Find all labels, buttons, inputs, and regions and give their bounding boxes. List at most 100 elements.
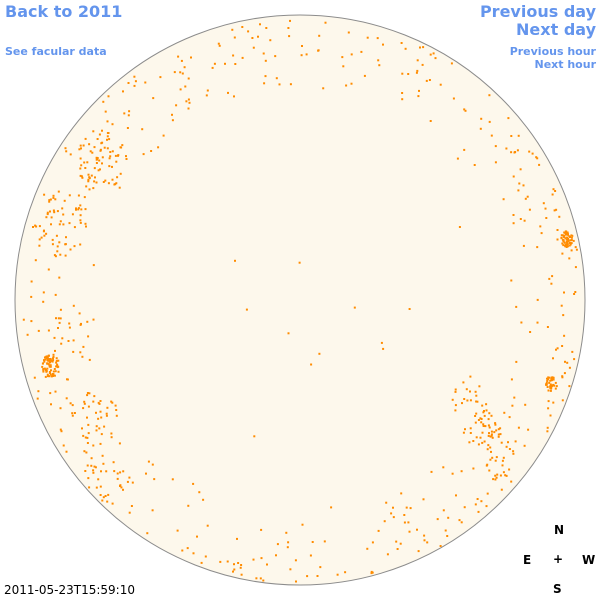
facula-speck [505,445,508,448]
facula-speck [512,450,515,453]
previous-hour-link[interactable]: Previous hour [509,45,596,58]
facula-speck [495,476,498,479]
facula-speck [350,53,353,56]
facula-speck [81,355,84,358]
facula-speck [486,463,489,466]
facula-speck [110,400,113,403]
facula-speck [26,333,29,336]
facula-speck [561,375,564,378]
facula-speck [97,478,100,481]
facula-speck [99,442,102,445]
facula-speck [52,357,54,360]
facula-speck [99,485,102,488]
facula-speck [48,199,51,202]
facula-speck [186,547,189,550]
facula-speck [108,157,111,160]
facula-speck [428,79,431,81]
facula-speck [95,429,98,432]
facula-speck [488,120,491,123]
facula-speck [96,158,99,161]
facula-speck [99,148,102,151]
facula-speck [241,56,244,59]
facula-speck [84,137,87,140]
facula-speck [386,553,389,556]
facula-speck [71,213,74,216]
facula-speck [58,276,61,279]
facula-speck [150,150,153,152]
facula-speck [490,134,493,137]
next-hour-link[interactable]: Next hour [534,58,597,71]
back-to-year-link[interactable]: Back to 2011 [5,2,123,21]
facula-speck [570,239,573,241]
facula-speck [451,472,454,475]
facular-data-link[interactable]: See facular data [5,45,107,58]
facula-speck [79,243,82,246]
facula-speck [456,157,459,160]
facula-speck [528,208,531,211]
facula-speck [85,225,87,228]
facula-speck [310,363,313,366]
facula-speck [462,431,465,434]
facula-speck [48,364,51,367]
facula-speck [54,255,57,258]
facula-speck [79,214,82,217]
facula-speck [474,415,477,417]
facula-speck [91,151,94,154]
facula-speck [264,59,267,62]
facula-speck [575,248,578,251]
facula-speck [87,178,90,181]
facula-speck [128,476,131,479]
facula-speck [474,503,477,506]
facula-speck [96,138,99,140]
facula-speck [117,154,120,157]
facula-speck [84,470,87,472]
facula-speck [101,162,103,165]
facula-speck [101,129,103,132]
facula-speck [55,357,58,360]
facula-speck [88,143,91,146]
facula-speck [522,244,525,247]
facula-speck [551,377,554,380]
facula-speck [42,362,44,365]
next-day-link[interactable]: Next day [516,20,596,39]
facula-speck [562,244,565,247]
facula-speck [478,385,481,388]
facula-speck [44,375,47,378]
facula-speck [566,232,569,235]
previous-day-link[interactable]: Previous day [479,2,596,21]
facula-speck [554,381,557,384]
facula-speck [92,469,95,472]
facula-speck [198,491,201,494]
facula-speck [104,110,107,113]
facula-speck [383,520,386,523]
facula-speck [233,95,235,98]
facula-speck [101,499,104,502]
facula-speck [548,381,551,384]
facula-speck [42,369,45,372]
facula-speck [507,441,509,444]
facula-speck [370,572,373,575]
facula-speck [111,178,114,181]
facula-speck [109,155,112,158]
facula-speck [151,463,154,466]
facula-speck [146,532,149,535]
facula-speck [46,375,49,378]
facula-speck [476,400,479,403]
facula-speck [53,336,56,339]
facula-speck [73,226,76,229]
facula-speck [93,465,96,468]
facula-speck [512,452,515,455]
facula-speck [98,402,101,405]
facula-speck [469,390,471,393]
facula-speck [133,84,136,87]
facula-speck [30,295,33,298]
facula-speck [204,555,207,558]
facula-speck [495,456,498,459]
facula-speck [85,451,88,454]
facula-speck [285,531,288,534]
facula-speck [95,181,98,184]
facula-speck [553,209,556,212]
facula-speck [566,243,569,246]
facula-speck [66,378,69,381]
facula-speck [104,179,107,182]
